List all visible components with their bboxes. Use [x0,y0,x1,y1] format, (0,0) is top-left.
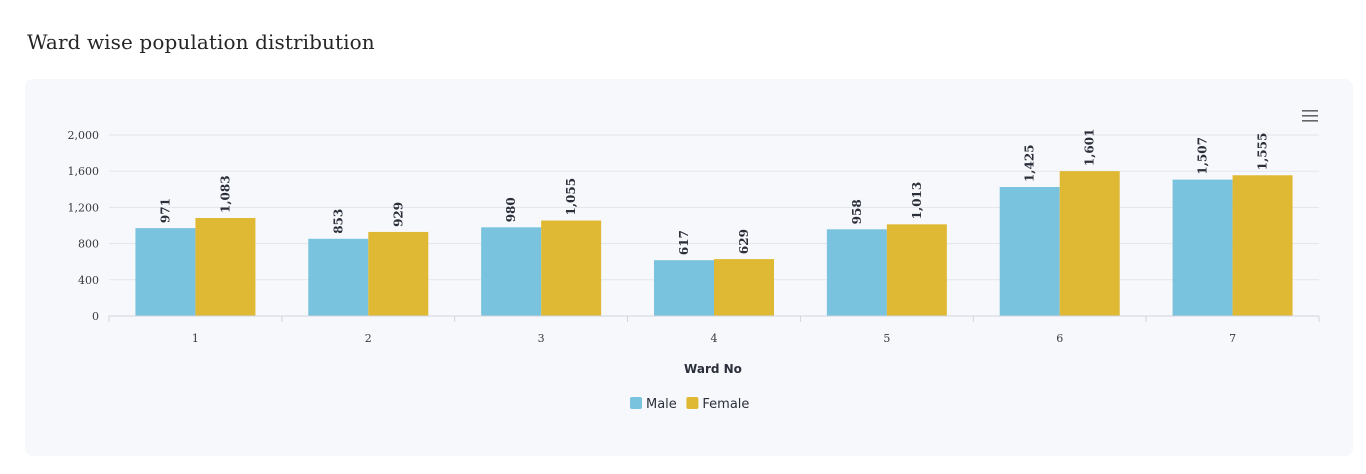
data-label: 1,555 [1256,133,1270,171]
legend-label: Male [646,397,677,412]
legend: Male Female [630,397,749,412]
bar-male-ward-6[interactable] [999,187,1060,316]
bar-female-ward-2[interactable] [368,231,429,316]
axes: 0 400 800 1,200 1,600 2,000 1 2 3 4 5 6 7 [68,129,1320,345]
data-label: 929 [391,202,405,227]
data-label: 853 [331,209,345,234]
y-tick-label: 2,000 [68,129,100,142]
legend-swatch [630,397,642,409]
bar-male-ward-3[interactable] [481,227,542,316]
data-label: 1,507 [1196,137,1210,175]
x-tick-label: 7 [1229,332,1236,345]
legend-item-male[interactable]: Male [630,397,677,412]
bar-male-ward-5[interactable] [826,229,887,316]
x-tick-label: 6 [1056,332,1063,345]
data-label: 1,055 [564,178,578,216]
y-tick-label: 1,200 [68,201,100,214]
page-title: Ward wise population distribution [27,30,375,54]
bar-female-ward-4[interactable] [714,259,774,316]
data-labels: 971 1,083 853 929 980 1,055 617 629 958 1,013 1,42… [158,129,1269,256]
data-label: 1,083 [218,175,232,213]
x-tick-label: 5 [883,332,890,345]
bar-female-ward-6[interactable] [1059,171,1120,316]
data-label: 617 [677,230,691,255]
x-axis-title: Ward No [684,362,742,376]
legend-item-female[interactable]: Female [686,397,749,412]
data-label: 1,601 [1083,129,1097,167]
y-tick-label: 0 [92,310,99,323]
bar-female-ward-1[interactable] [195,217,256,316]
data-label: 980 [504,197,518,222]
x-tick-label: 3 [538,332,545,345]
bar-male-ward-2[interactable] [308,238,369,316]
data-label: 958 [850,199,864,224]
y-tick-label: 400 [78,274,99,287]
bar-female-ward-5[interactable] [886,224,947,316]
y-tick-label: 800 [78,238,99,251]
chart-card: 971 1,083 853 929 980 1,055 617 629 958 1,013 1,42… [25,79,1353,456]
hamburger-menu-icon [1302,110,1318,122]
y-tick-label: 1,600 [68,165,100,178]
legend-label: Female [702,397,749,412]
bar-female-ward-7[interactable] [1232,175,1293,316]
x-tick-label: 4 [711,332,718,345]
x-tick-label: 2 [365,332,372,345]
x-tick-label: 1 [192,332,199,345]
data-label: 971 [158,198,172,223]
data-label: 629 [737,229,751,254]
chart-menu-button[interactable] [1299,106,1323,126]
bar-male-ward-1[interactable] [135,228,196,316]
bar-male-ward-7[interactable] [1172,179,1233,316]
bar-female-ward-3[interactable] [541,220,602,316]
data-label: 1,425 [1023,144,1037,182]
data-label: 1,013 [910,182,924,220]
legend-swatch [686,397,699,409]
grid-lines [109,134,1319,281]
bars [135,171,1293,316]
bar-male-ward-4[interactable] [654,260,714,316]
